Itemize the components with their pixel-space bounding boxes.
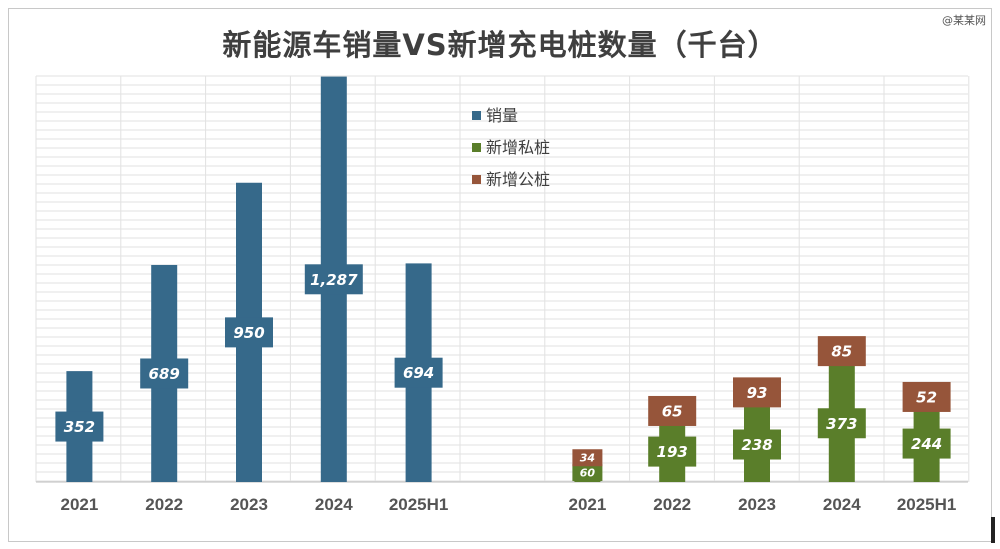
x-tick-label: 2025H1 — [389, 495, 449, 514]
data-label-box — [733, 429, 781, 460]
data-labels-layer: 352 689 950 1,287 694 60 34 193 65 238 93 373 85 244 5… — [55, 264, 951, 482]
data-label: 193 — [657, 443, 688, 461]
x-tick-label: 2025H1 — [897, 495, 957, 514]
data-label: 1,287 — [310, 271, 358, 289]
data-label-box — [572, 464, 603, 482]
data-label-box — [817, 336, 866, 367]
data-label-box — [817, 408, 866, 439]
watermark: @某某网 — [942, 14, 986, 27]
data-label: 373 — [826, 415, 857, 433]
chart-title: 新能源车销量VS新增充电桩数量（千台） — [222, 28, 778, 62]
data-label-box — [733, 377, 781, 408]
gridlines — [35, 75, 970, 483]
legend-swatch — [472, 143, 481, 152]
data-label: 950 — [233, 324, 264, 342]
data-label-box — [304, 264, 363, 295]
data-label-box — [140, 358, 189, 389]
data-label-box — [572, 449, 603, 467]
data-label-box — [648, 436, 697, 467]
data-label-box — [902, 381, 951, 412]
data-label-box — [902, 428, 951, 459]
data-label: 93 — [747, 384, 768, 402]
x-tick-label: 2024 — [823, 495, 861, 514]
data-label: 34 — [580, 452, 595, 465]
data-label-box — [55, 411, 104, 442]
x-tick-label: 2022 — [145, 495, 183, 514]
data-label: 52 — [916, 388, 937, 406]
data-label: 65 — [662, 402, 683, 420]
data-label-box — [225, 317, 273, 348]
x-tick-label: 2024 — [315, 495, 353, 514]
x-axis-ticks: 2021 2022 2023 2024 2025H1 2021 2022 2023 2024 20… — [60, 495, 956, 514]
data-label: 85 — [831, 343, 852, 361]
legend-label: 新增私桩 — [486, 138, 550, 157]
data-label: 238 — [741, 436, 772, 454]
scrollbar-edge — [991, 517, 995, 543]
x-tick-label: 2023 — [738, 495, 776, 514]
legend-swatch — [472, 111, 481, 120]
x-tick-label: 2021 — [568, 495, 606, 514]
data-label: 689 — [149, 365, 180, 383]
legend-swatch — [472, 175, 481, 184]
x-tick-label: 2022 — [653, 495, 691, 514]
data-label-box — [394, 357, 443, 388]
legend-label: 新增公桩 — [486, 170, 550, 189]
x-tick-label: 2021 — [60, 495, 98, 514]
data-label: 694 — [403, 364, 434, 382]
legend-label: 销量 — [486, 106, 518, 125]
data-label-box — [648, 395, 697, 426]
data-label: 60 — [580, 467, 596, 480]
data-label: 244 — [911, 435, 942, 453]
data-label: 352 — [64, 418, 95, 436]
x-tick-label: 2023 — [230, 495, 268, 514]
